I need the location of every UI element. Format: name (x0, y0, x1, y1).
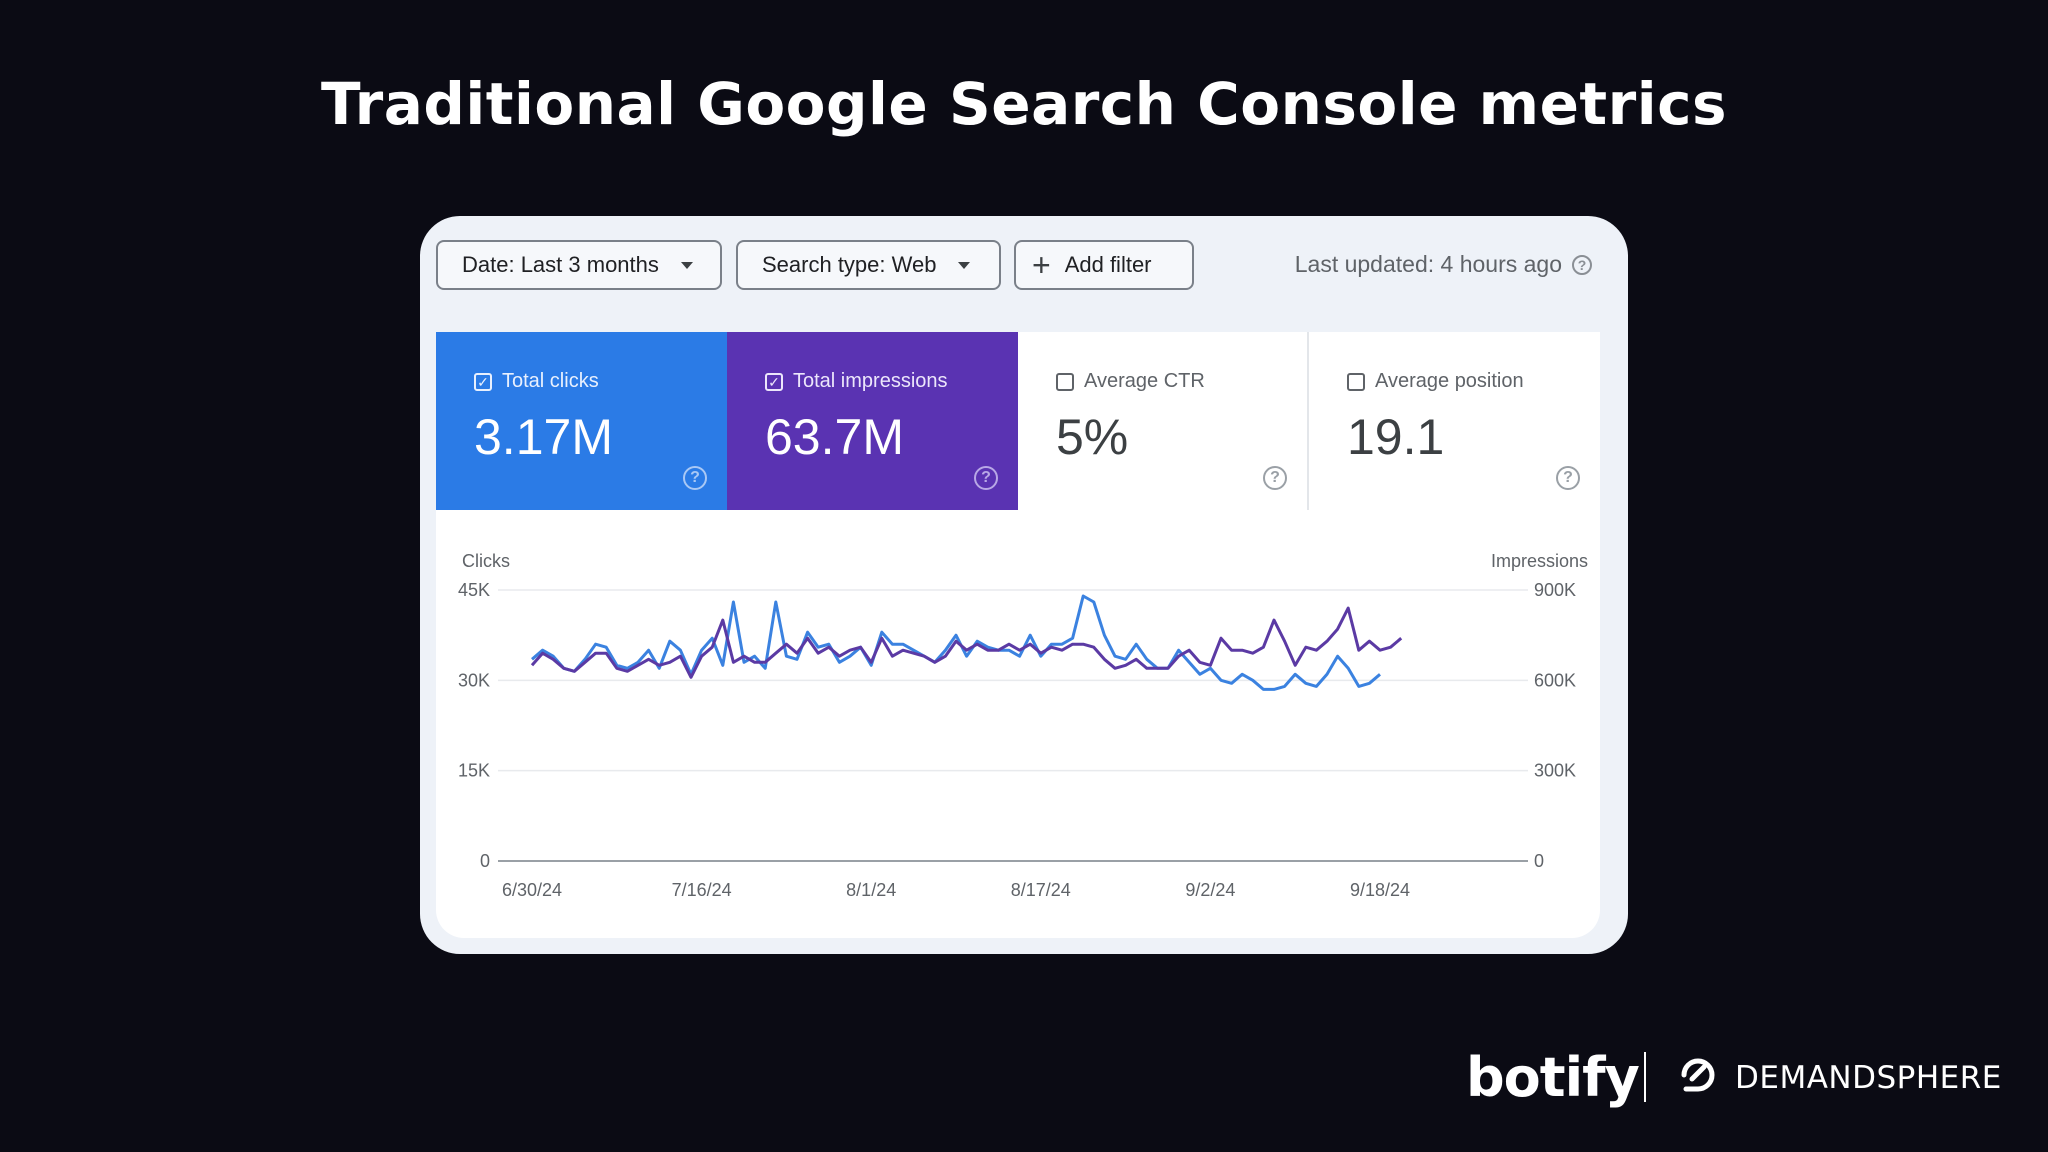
botify-logo: botify (1466, 1046, 1640, 1109)
metric-label: Average position (1347, 370, 1524, 393)
left-axis-tick-label: 30K (458, 670, 490, 690)
metric-label: ✓ Total impressions (765, 370, 948, 393)
search-console-panel: Date: Last 3 months Search type: Web + A… (420, 216, 1628, 954)
left-axis-tick-label: 0 (480, 851, 490, 871)
metric-label: ✓ Total clicks (474, 370, 599, 393)
metric-value: 19.1 (1347, 409, 1445, 465)
help-icon[interactable]: ? (1263, 466, 1287, 490)
right-axis-tick-label: 600K (1534, 670, 1576, 690)
search-type-label: Search type: Web (762, 252, 937, 277)
right-axis-tick-label: 0 (1534, 851, 1544, 871)
demandsphere-logo-icon (1681, 1058, 1715, 1092)
metric-value: 5% (1056, 409, 1129, 465)
checkbox-unchecked-icon[interactable] (1347, 372, 1365, 391)
metric-label: Average CTR (1056, 370, 1205, 393)
caret-down-icon (958, 261, 971, 269)
checkbox-checked-icon[interactable]: ✓ (765, 372, 783, 391)
help-icon[interactable]: ? (1572, 254, 1592, 275)
metric-value: 63.7M (765, 409, 904, 465)
metric-card-average-ctr[interactable]: Average CTR 5% ? (1018, 332, 1309, 510)
left-axis-tick-label: 15K (458, 761, 490, 781)
x-axis-tick-label: 9/18/24 (1350, 880, 1410, 900)
x-axis-tick-label: 8/1/24 (846, 880, 896, 900)
right-axis-tick-label: 300K (1534, 761, 1576, 781)
last-updated-text: Last updated: 4 hours ago (1294, 251, 1562, 277)
metric-label-text: Average CTR (1084, 370, 1205, 392)
slide-title: Traditional Google Search Console metric… (320, 70, 1728, 138)
metric-label-text: Total clicks (502, 370, 599, 392)
checkbox-unchecked-icon[interactable] (1056, 372, 1074, 391)
logo-divider (1644, 1052, 1646, 1102)
metric-label-text: Average position (1375, 370, 1524, 392)
metric-label-text: Total impressions (793, 370, 948, 392)
x-axis-tick-label: 9/2/24 (1185, 880, 1235, 900)
x-axis-tick-label: 8/17/24 (1011, 880, 1071, 900)
caret-down-icon (680, 261, 693, 269)
plus-icon: + (1032, 247, 1051, 283)
performance-line-chart: Clicks Impressions 0 0 15K 300K 30K 600K 45K 90… (458, 551, 1588, 900)
demandsphere-logo-text: DEMANDSPHERE (1735, 1060, 2002, 1096)
left-axis-tick-label: 45K (458, 580, 490, 600)
performance-chart-panel: Clicks Impressions 0 0 15K 300K 30K 600K 45K 90… (436, 510, 1600, 938)
right-axis-tick-label: 900K (1534, 580, 1576, 600)
series-line-impressions (530, 606, 1403, 679)
help-icon[interactable]: ? (683, 466, 707, 490)
help-icon[interactable]: ? (1556, 466, 1580, 490)
add-filter-button[interactable]: + Add filter (1014, 240, 1194, 290)
date-filter-button[interactable]: Date: Last 3 months (436, 240, 722, 290)
search-type-button[interactable]: Search type: Web (736, 240, 1001, 290)
filter-toolbar: Date: Last 3 months Search type: Web + A… (436, 240, 1612, 292)
help-icon[interactable]: ? (974, 466, 998, 490)
metric-cards: ✓ Total clicks 3.17M ? ✓ Total impressio… (436, 332, 1600, 510)
last-updated: Last updated: 4 hours ago ? (1295, 251, 1592, 278)
checkbox-checked-icon[interactable]: ✓ (474, 372, 492, 391)
metric-card-average-position[interactable]: Average position 19.1 ? (1309, 332, 1600, 510)
add-filter-label: Add filter (1064, 252, 1152, 277)
right-axis-label: Impressions (1491, 551, 1588, 571)
date-filter-label: Date: Last 3 months (462, 252, 659, 277)
metric-card-total-impressions[interactable]: ✓ Total impressions 63.7M ? (727, 332, 1018, 510)
x-axis-tick-label: 6/30/24 (502, 880, 562, 900)
metric-value: 3.17M (474, 409, 613, 465)
metric-card-total-clicks[interactable]: ✓ Total clicks 3.17M ? (436, 332, 727, 510)
left-axis-label: Clicks (462, 551, 510, 571)
x-axis-tick-label: 7/16/24 (672, 880, 732, 900)
series-line-clicks (531, 594, 1381, 691)
